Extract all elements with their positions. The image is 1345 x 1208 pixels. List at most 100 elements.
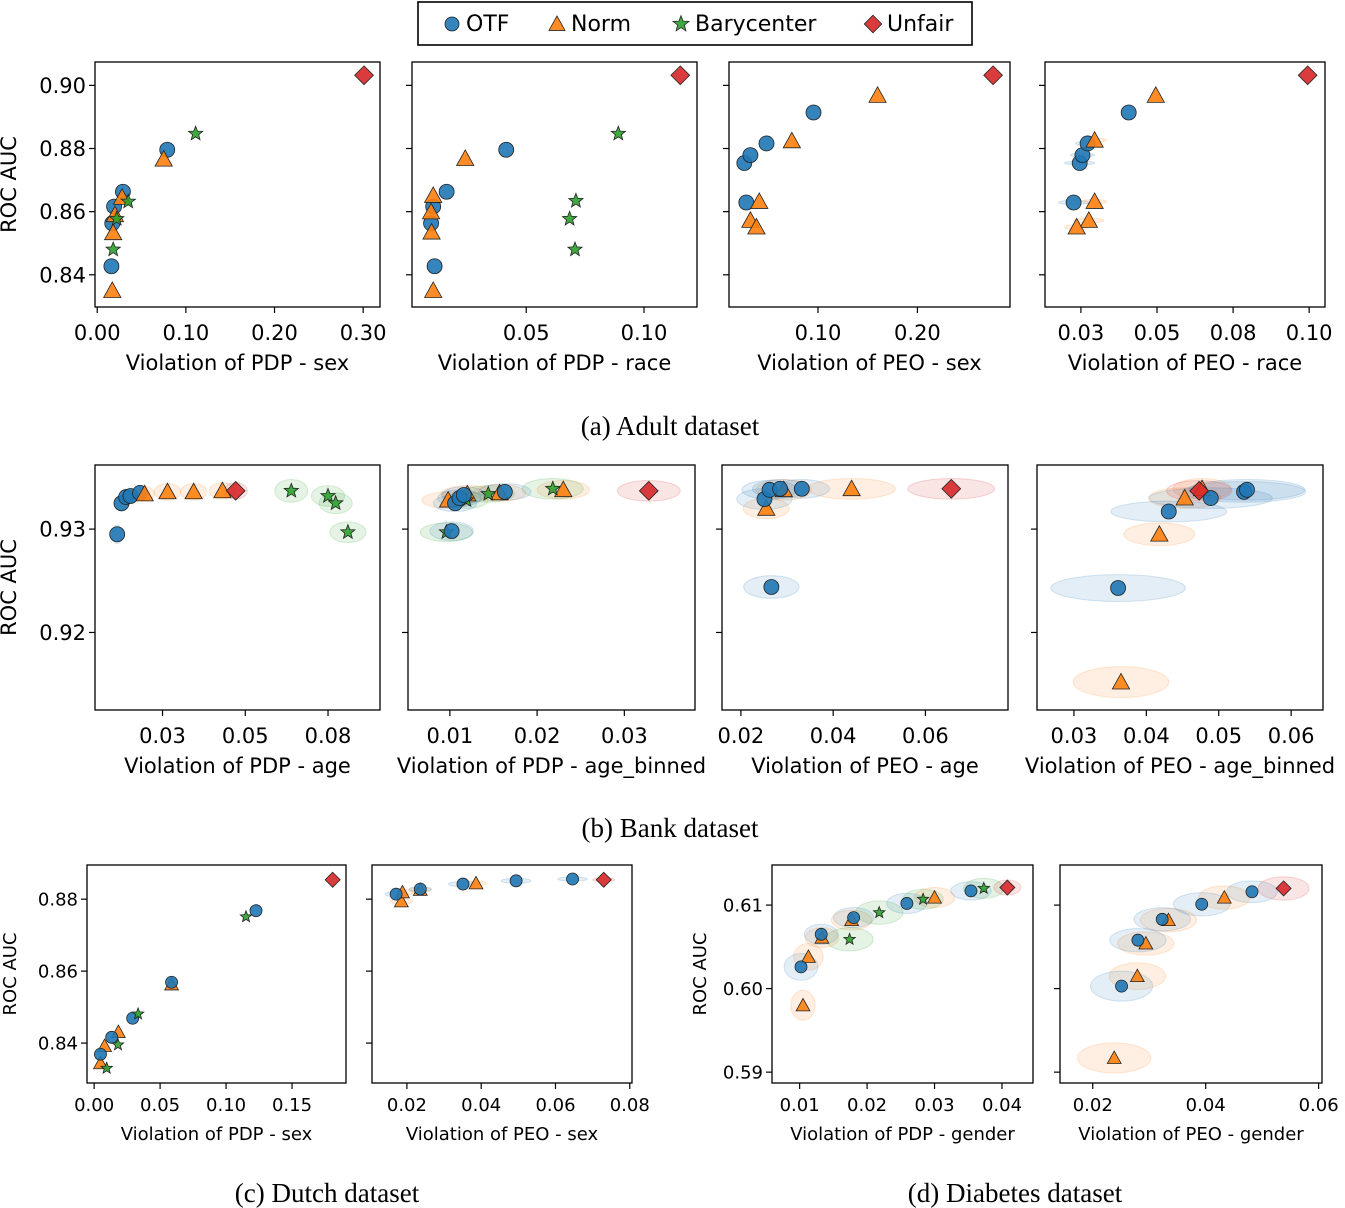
point-barycenter — [916, 892, 930, 906]
y-tick-label: 0.86 — [39, 200, 86, 224]
point-norm — [92, 1055, 109, 1070]
x-tick-label: 0.05 — [140, 1095, 180, 1116]
x-tick-label: 0.15 — [272, 1095, 312, 1116]
point-barycenter — [99, 1061, 114, 1075]
y-tick-label: 0.61 — [723, 896, 763, 917]
point-norm — [800, 949, 816, 963]
x-tick-label: 0.10 — [1286, 321, 1333, 345]
point-barycenter — [105, 241, 122, 257]
point-otf — [793, 480, 810, 497]
point-otf — [413, 882, 427, 896]
point-barycenter — [339, 523, 357, 540]
subplot-8: 0.03 0.04 0.05 0.06 Violation of PEO - age_b… — [1025, 464, 1335, 779]
point-unfair — [354, 65, 374, 86]
x-tick-label: 0.08 — [610, 1095, 650, 1116]
axes-frame — [728, 61, 1011, 308]
x-tick-label: 0.02 — [387, 1095, 427, 1116]
x-tick-label: 0.30 — [340, 321, 387, 345]
point-otf — [496, 483, 513, 500]
point-barycenter — [842, 932, 857, 946]
circle-icon — [444, 16, 460, 32]
x-tick-label: 0.06 — [535, 1095, 575, 1116]
y-axis-label: ROC AUC — [0, 539, 21, 636]
point-barycenter — [872, 905, 886, 919]
point-otf — [758, 135, 775, 152]
point-barycenter — [567, 192, 585, 208]
point-barycenter — [120, 192, 137, 209]
point-norm — [184, 482, 203, 500]
x-tick-label: 0.00 — [74, 1095, 114, 1116]
y-tick-label: 0.86 — [38, 962, 78, 983]
x-tick-label: 0.02 — [1073, 1095, 1113, 1116]
point-otf — [742, 147, 759, 164]
point-norm — [455, 149, 475, 166]
point-barycenter — [544, 480, 561, 496]
x-axis-label: Violation of PEO - sex — [406, 1124, 599, 1145]
star-icon — [671, 14, 691, 32]
axes-frame — [371, 864, 633, 1084]
point-barycenter — [610, 125, 627, 141]
legend-label: Norm — [571, 12, 631, 37]
legend-label: OTF — [466, 12, 509, 37]
point-otf — [1120, 104, 1137, 121]
axes-frame — [771, 864, 1034, 1084]
x-tick-label: 0.10 — [795, 321, 842, 345]
x-axis-label: Violation of PDP - sex — [126, 351, 349, 375]
plot-area — [1077, 876, 1310, 1074]
point-otf — [249, 904, 263, 918]
point-norm — [158, 482, 177, 500]
axes-frame — [1036, 464, 1324, 711]
point-otf — [389, 887, 403, 901]
axes-frame — [407, 464, 696, 711]
y-tick-label: 0.60 — [723, 979, 763, 1000]
legend-item-unfair: Unfair — [863, 12, 954, 37]
point-otf — [1131, 933, 1145, 947]
x-tick-label: 0.04 — [810, 724, 857, 748]
x-axis-label: Violation of PEO - gender — [1078, 1124, 1304, 1145]
point-norm — [421, 202, 441, 220]
point-norm — [154, 149, 174, 167]
point-otf — [794, 960, 808, 974]
x-tick-label: 0.06 — [1268, 724, 1315, 748]
diamond-icon — [863, 14, 883, 34]
point-barycenter — [327, 494, 344, 511]
plot-area — [736, 477, 996, 599]
point-norm — [842, 479, 861, 497]
point-norm — [1067, 217, 1086, 235]
point-otf — [1239, 481, 1255, 498]
axes-frame — [94, 61, 381, 308]
x-tick-label: 0.04 — [461, 1095, 501, 1116]
point-unfair — [225, 480, 246, 501]
axes-frame — [94, 464, 381, 711]
point-barycenter — [239, 909, 253, 923]
point-otf — [165, 975, 178, 989]
legend-label: Unfair — [887, 12, 954, 37]
plot-area — [783, 877, 1022, 1021]
point-norm — [1146, 86, 1166, 103]
point-barycenter — [319, 487, 337, 504]
caption-bank: (b) Bank dataset — [582, 813, 759, 843]
point-otf — [1065, 194, 1082, 211]
point-barycenter — [283, 482, 300, 498]
x-axis-label: Violation of PEO - race — [1068, 351, 1302, 375]
point-unfair — [983, 65, 1004, 86]
point-norm — [1085, 192, 1104, 209]
plot-area — [419, 477, 681, 542]
point-unfair — [941, 478, 962, 499]
point-barycenter — [131, 1006, 145, 1020]
point-unfair — [324, 871, 341, 888]
x-tick-label: 0.03 — [139, 724, 186, 748]
point-barycenter — [480, 485, 497, 501]
plot-area — [384, 871, 616, 908]
point-barycenter — [108, 210, 125, 226]
x-tick-label: 0.06 — [1299, 1095, 1339, 1116]
point-otf — [109, 526, 126, 543]
point-unfair — [1189, 480, 1210, 501]
legend-label: Barycenter — [695, 12, 817, 37]
point-otf — [105, 1030, 119, 1044]
x-tick-label: 0.04 — [1123, 724, 1170, 748]
x-tick-label: 0.05 — [503, 321, 550, 345]
point-otf — [814, 927, 828, 941]
point-otf — [1115, 979, 1128, 993]
x-tick-label: 0.02 — [847, 1095, 887, 1116]
